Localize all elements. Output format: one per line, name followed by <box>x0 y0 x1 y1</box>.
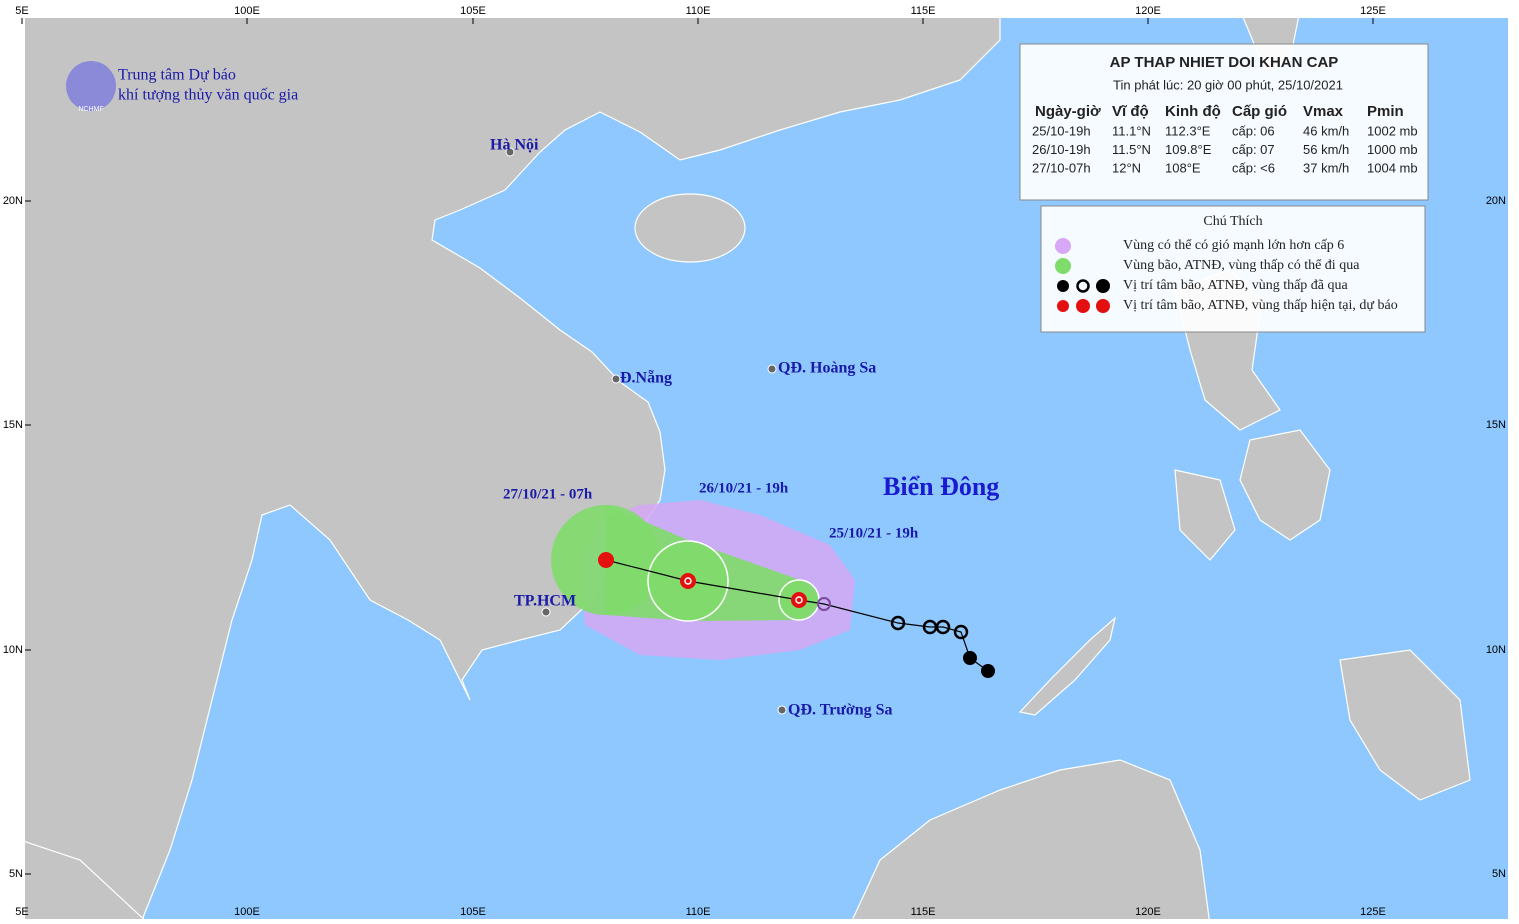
table-cell: 46 km/h <box>1303 123 1349 138</box>
logo-line: khí tượng thủy văn quốc gia <box>118 87 298 104</box>
logo-badge: NCHMF <box>78 106 103 113</box>
table-header: Cấp gió <box>1232 103 1287 120</box>
lat-label: 10N <box>1486 644 1506 656</box>
place-label: TP.HCM <box>514 593 576 610</box>
lon-label: 115E <box>911 5 936 17</box>
table-cell: 109.8°E <box>1165 142 1212 157</box>
table-cell: cấp: 07 <box>1232 142 1275 157</box>
table-header: Vmax <box>1303 103 1344 120</box>
table-cell: 37 km/h <box>1303 160 1349 175</box>
past-low <box>981 664 995 678</box>
table-cell: 12°N <box>1112 160 1141 175</box>
bulletin-box <box>1019 43 1429 201</box>
table-header: Vĩ độ <box>1112 103 1149 120</box>
track-label: 26/10/21 - 19h <box>699 480 789 496</box>
place-label: Hà Nội <box>490 137 539 154</box>
lon-label: 105E <box>460 906 486 918</box>
lat-label: 15N <box>3 419 23 431</box>
table-cell: 1004 mb <box>1367 160 1418 175</box>
lon-label: 115E <box>911 906 936 918</box>
lon-label: 110E <box>686 5 711 17</box>
legend-item: Vùng có thể có gió mạnh lớn hơn cấp 6 <box>1123 238 1344 253</box>
table-header: Ngày-giờ <box>1035 103 1101 120</box>
legend-swatch <box>1057 279 1110 313</box>
track-label: 25/10/21 - 19h <box>829 525 919 541</box>
table-cell: 11.1°N <box>1112 123 1151 138</box>
logo <box>66 61 116 111</box>
legend-item: Vị trí tâm bão, ATNĐ, vùng thấp hiện tại… <box>1123 298 1398 313</box>
lon-label: 100E <box>234 906 260 918</box>
table-cell: 11.5°N <box>1112 142 1151 157</box>
bulletin-title: AP THAP NHIET DOI KHAN CAP <box>1110 54 1339 71</box>
track-line <box>605 559 989 672</box>
past-low <box>963 651 977 665</box>
table-cell: 25/10-19h <box>1032 123 1091 138</box>
bulletin-issued: Tin phát lúc: 20 giờ 00 phút, 25/10/2021 <box>1113 77 1343 92</box>
place-label: QĐ. Trường Sa <box>788 702 893 719</box>
table-cell: 1002 mb <box>1367 123 1418 138</box>
table-cell: 27/10-07h <box>1032 160 1091 175</box>
table-cell: 56 km/h <box>1303 142 1349 157</box>
table-cell: cấp: 06 <box>1232 123 1275 138</box>
table-cell: cấp: <6 <box>1232 160 1275 175</box>
legend-title: Chú Thích <box>1203 214 1262 229</box>
lat-label: 15N <box>1486 419 1506 431</box>
table-cell: 108°E <box>1165 160 1201 175</box>
lon-label: 5E <box>15 906 28 918</box>
past-position <box>817 597 831 611</box>
legend-item: Vị trí tâm bão, ATNĐ, vùng thấp đã qua <box>1123 278 1349 293</box>
track-label: 27/10/21 - 07h <box>503 486 593 502</box>
lat-label: 5N <box>1492 868 1506 880</box>
lon-label: 100E <box>234 5 260 17</box>
lat-label: 10N <box>3 644 23 656</box>
lon-label: 110E <box>686 906 711 918</box>
table-cell: 1000 mb <box>1367 142 1418 157</box>
table-cell: 112.3°E <box>1165 123 1211 138</box>
table-cell: 26/10-19h <box>1032 142 1091 157</box>
table-header: Pmin <box>1367 103 1404 120</box>
lat-label: 20N <box>3 195 23 207</box>
lat-label: 20N <box>1486 195 1506 207</box>
place-label: Đ.Nẵng <box>620 370 672 387</box>
table-header: Kinh độ <box>1165 103 1221 120</box>
lon-label: 120E <box>1135 906 1161 918</box>
lon-label: 105E <box>460 5 486 17</box>
lat-label: 5N <box>9 868 23 880</box>
lon-label: 125E <box>1360 5 1386 17</box>
logo-line: Trung tâm Dự báo <box>118 67 236 84</box>
lon-label: 5E <box>15 5 28 17</box>
legend-swatch <box>1055 238 1071 254</box>
place-dots <box>505 147 787 715</box>
place-label: QĐ. Hoàng Sa <box>778 360 876 377</box>
lon-label: 125E <box>1360 906 1386 918</box>
lon-label: 120E <box>1135 5 1161 17</box>
legend-item: Vùng bão, ATNĐ, vùng thấp có thể đi qua <box>1123 258 1360 273</box>
sea-label: Biển Đông <box>883 472 999 501</box>
legend-swatch <box>1055 258 1071 274</box>
past-positions <box>890 615 969 640</box>
forecast-positions <box>598 552 807 608</box>
